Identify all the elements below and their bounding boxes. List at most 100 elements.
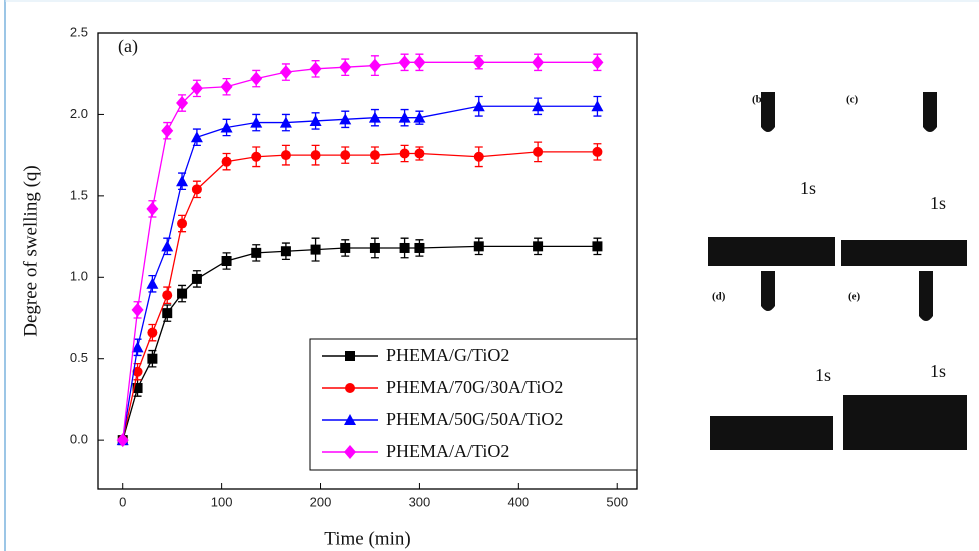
marker [414, 148, 425, 159]
marker [162, 308, 173, 319]
marker [310, 244, 321, 255]
time-label: 1s [930, 193, 946, 213]
marker [116, 433, 129, 448]
series [116, 95, 604, 446]
marker [533, 241, 544, 252]
marker [221, 256, 232, 266]
x-tick-label: 300 [409, 494, 431, 509]
marker [473, 241, 484, 252]
plot: 0.0 0.5 1.0 1.5 2.0 2.5 0 100 200 300 400 500 Time (… [20, 24, 638, 549]
marker [146, 201, 159, 216]
droplet-needle [761, 92, 775, 132]
marker [147, 353, 158, 364]
legend-box [309, 338, 638, 471]
marker [309, 61, 322, 76]
marker [533, 146, 544, 157]
marker [369, 242, 380, 253]
marker [176, 96, 189, 111]
marker [344, 414, 356, 425]
marker [368, 58, 381, 73]
marker [339, 113, 352, 125]
legend-label: PHEMA/A/TiO2 [386, 441, 509, 461]
marker [132, 383, 143, 394]
legend-label: PHEMA/50G/50A/TiO2 [386, 409, 563, 429]
droplet-needle [761, 271, 775, 311]
time-label: 1s [930, 361, 946, 381]
marker [344, 445, 356, 459]
plot-frame [97, 32, 638, 490]
time-label: 1s [815, 365, 831, 385]
marker [131, 302, 144, 317]
marker [161, 240, 174, 252]
x-tick-label: 500 [606, 494, 628, 509]
marker [398, 111, 411, 123]
marker [413, 111, 426, 123]
marker [413, 55, 426, 70]
marker [279, 65, 292, 80]
marker [190, 81, 203, 96]
x-tick-label: 400 [507, 494, 529, 509]
marker [220, 121, 233, 133]
x-tick-label: 0 [119, 494, 126, 509]
legend-label: PHEMA/70G/30A/TiO2 [386, 377, 563, 397]
marker [309, 114, 322, 126]
marker [339, 60, 352, 75]
legend: PHEMA/G/TiO2 PHEMA/70G/30A/TiO2 PHEMA/50G/… [309, 338, 638, 471]
photo-panels: (b)1s(c)1s(d)1s(e)1s [708, 92, 967, 450]
marker [532, 100, 545, 112]
marker [220, 79, 233, 94]
panel-label: (e) [848, 291, 861, 303]
marker [131, 341, 144, 353]
series [116, 53, 604, 448]
panel-label: (c) [846, 94, 859, 106]
marker [191, 184, 202, 195]
marker [592, 241, 603, 252]
marker [161, 123, 174, 138]
marker [279, 116, 292, 128]
droplet-needle [923, 92, 937, 132]
surface-image [841, 240, 967, 266]
y-tick-label: 1.0 [70, 269, 88, 284]
marker [345, 383, 355, 393]
marker [592, 146, 603, 157]
marker [399, 242, 410, 253]
marker [398, 55, 411, 70]
marker [221, 156, 232, 167]
y-tick-label: 2.5 [70, 24, 88, 39]
marker [250, 71, 263, 86]
marker [472, 55, 485, 70]
panel-label: (d) [712, 291, 726, 303]
marker [280, 150, 291, 161]
marker [340, 242, 351, 253]
surface-image [710, 416, 833, 450]
marker [190, 131, 203, 143]
time-label: 1s [800, 178, 816, 198]
marker [340, 150, 351, 161]
y-axis-label: Degree of swelling (q) [20, 165, 41, 336]
y-tick-label: 2.0 [70, 106, 88, 121]
y-tick-label: 0.0 [70, 432, 88, 447]
surface-image [708, 237, 835, 266]
marker [250, 116, 263, 128]
marker [146, 277, 159, 289]
marker [414, 242, 425, 253]
marker [177, 218, 188, 229]
panel-label: (a) [118, 36, 138, 57]
marker [473, 151, 484, 162]
series [117, 141, 603, 446]
marker [162, 290, 173, 301]
marker [472, 100, 485, 112]
marker [177, 288, 188, 299]
surface-image [843, 395, 967, 450]
marker [345, 351, 355, 361]
marker [251, 247, 262, 258]
x-tick-label: 200 [310, 494, 332, 509]
y-tick-label: 1.5 [70, 187, 88, 202]
marker [532, 55, 545, 70]
marker [280, 246, 291, 257]
marker [591, 55, 604, 70]
legend-label: PHEMA/G/TiO2 [386, 345, 509, 365]
marker [251, 151, 262, 162]
marker [310, 150, 321, 161]
